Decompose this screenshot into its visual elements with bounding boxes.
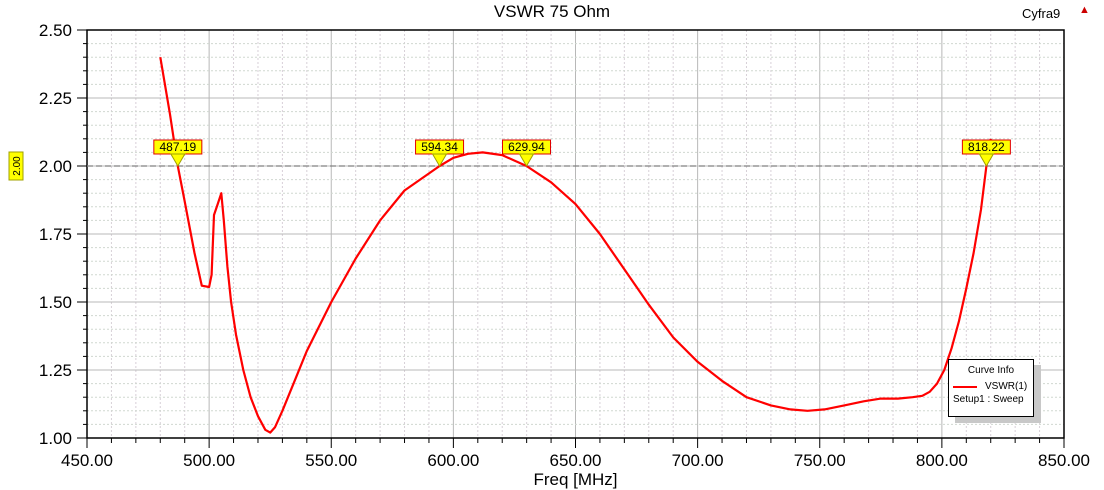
legend-series-name: VSWR(1) xyxy=(985,381,1028,392)
x-tick-label: 850.00 xyxy=(1038,451,1090,470)
series-line-vswr xyxy=(159,57,992,434)
y-tick-label: 1.50 xyxy=(39,293,72,312)
marker-pointer-icon xyxy=(518,153,535,167)
y-tick-label: 2.00 xyxy=(39,157,72,176)
x-tick-label: 500.00 xyxy=(183,451,235,470)
x-tick-label: 650.00 xyxy=(550,451,602,470)
marker-label: 629.94 xyxy=(508,140,545,154)
marker-label: 594.34 xyxy=(421,140,458,154)
marker-pointer-icon xyxy=(169,153,186,167)
y-tick-label: 1.00 xyxy=(39,429,72,448)
x-tick-label: 450.00 xyxy=(61,451,113,470)
x-tick-label: 800.00 xyxy=(916,451,968,470)
x-tick-label: 700.00 xyxy=(672,451,724,470)
legend-setup: Setup1 : Sweep xyxy=(953,394,1024,405)
y-tick-label: 1.25 xyxy=(39,361,72,380)
chart-title: VSWR 75 Ohm xyxy=(493,2,611,21)
marker-pointer-icon xyxy=(431,153,448,167)
marker-label: 818.22 xyxy=(968,140,1005,154)
x-tick-label: 750.00 xyxy=(794,451,846,470)
x-axis-label: Freq [MHz] xyxy=(533,470,617,489)
design-name: Cyfra9 xyxy=(1022,6,1061,21)
marker-pointer-icon xyxy=(978,153,995,167)
reference-line-badge xyxy=(8,151,24,181)
legend-title: Curve Info xyxy=(967,365,1015,376)
y-tick-label: 2.50 xyxy=(39,21,72,40)
curve-info-legend[interactable]: Curve Info VSWR(1) Setup1 : Sweep xyxy=(948,359,1034,417)
app-logo-icon: ▲ xyxy=(1079,4,1090,16)
marker-label: 487.19 xyxy=(159,140,196,154)
reference-line-label: 2.00 xyxy=(12,156,23,176)
x-tick-label: 550.00 xyxy=(305,451,357,470)
legend-swatch xyxy=(953,385,977,388)
x-tick-label: 600.00 xyxy=(427,451,479,470)
y-tick-label: 2.25 xyxy=(39,89,72,108)
y-tick-label: 1.75 xyxy=(39,225,72,244)
